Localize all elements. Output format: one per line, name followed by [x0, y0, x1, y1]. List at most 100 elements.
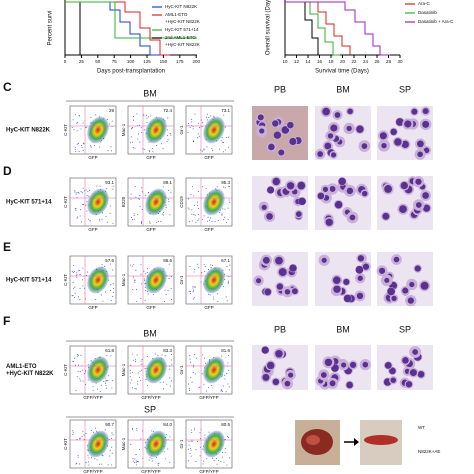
event-dot [86, 200, 88, 202]
event-dot [188, 291, 190, 293]
survival-right [284, 0, 400, 56]
event-dot [158, 462, 160, 464]
event-dot [135, 388, 137, 390]
event-dot [208, 269, 210, 271]
event-dot [77, 142, 79, 144]
event-dot [132, 458, 134, 460]
event-dot [150, 115, 152, 117]
event-dot [227, 383, 229, 385]
event-dot [227, 218, 229, 220]
event-dot [157, 354, 159, 356]
event-dot [164, 458, 166, 460]
density [87, 356, 109, 384]
event-dot [147, 116, 149, 118]
flow-plot: 29 C-KIT GFP [63, 105, 117, 160]
event-dot [77, 456, 79, 458]
event-dot [210, 266, 212, 268]
micrograph [252, 106, 308, 160]
event-dot [210, 115, 212, 117]
event-dot [188, 208, 190, 210]
event-dot [216, 463, 218, 465]
event-dot [193, 204, 195, 206]
event-dot [169, 436, 171, 438]
event-dot [79, 288, 81, 290]
event-dot [222, 390, 224, 392]
event-dot [199, 126, 201, 128]
event-dot [226, 300, 228, 302]
event-dot [87, 379, 89, 381]
flow-plot: 81.6 Gr-1 GFP/YFP [179, 345, 233, 400]
gate-value: 29 [109, 108, 115, 113]
nucleus [284, 289, 291, 295]
event-dot [77, 370, 79, 372]
nucleus [412, 349, 418, 355]
nucleus [349, 361, 357, 369]
x-axis-label: GFP [204, 227, 213, 232]
event-dot [192, 291, 194, 293]
event-dot [191, 213, 193, 215]
nucleus [407, 297, 414, 304]
micrograph [315, 345, 371, 390]
event-dot [77, 216, 79, 218]
event-dot [75, 207, 77, 209]
nucleus [329, 186, 336, 192]
nucleus [322, 107, 330, 116]
gate-value: 90.7 [105, 422, 114, 427]
event-dot [143, 129, 145, 131]
event-dot [210, 264, 212, 266]
event-dot [216, 186, 218, 188]
micrograph [377, 176, 433, 230]
event-dot [197, 122, 199, 124]
y-axis-label: Mac-1 [121, 437, 126, 450]
nucleus [261, 346, 269, 354]
event-dot [228, 369, 230, 371]
event-dot [92, 389, 94, 391]
nucleus [405, 381, 413, 388]
event-dot [206, 113, 208, 115]
event-dot [194, 286, 196, 288]
x-axis-label: GFP/YFP [141, 395, 160, 400]
event-dot [189, 290, 191, 292]
density [203, 430, 225, 458]
event-dot [133, 276, 135, 278]
event-dot [202, 448, 204, 450]
event-dot [85, 189, 87, 191]
event-dot [72, 430, 74, 432]
nucleus [275, 256, 283, 265]
event-dot [228, 199, 230, 201]
event-dot [76, 353, 78, 355]
image-header: SP [399, 324, 411, 334]
event-dot [198, 208, 200, 210]
event-dot [191, 440, 193, 442]
event-dot [109, 205, 111, 207]
event-dot [111, 120, 113, 122]
event-dot [133, 119, 135, 121]
gate-value: 86.6 [163, 258, 172, 263]
event-dot [82, 187, 84, 189]
event-dot [132, 288, 134, 290]
event-dot [170, 134, 172, 136]
event-dot [169, 214, 171, 216]
event-dot [199, 432, 201, 434]
x-tick-label: 24 [363, 59, 369, 64]
y-axis-label: C-KIT [63, 438, 68, 450]
y-axis-label: C-KIT [63, 124, 68, 136]
event-dot [228, 185, 230, 187]
event-dot [137, 198, 139, 200]
event-dot [112, 288, 114, 290]
event-dot [165, 204, 167, 206]
event-dot [134, 359, 136, 361]
event-dot [163, 214, 165, 216]
event-dot [94, 298, 96, 300]
x-tick-label: 30 [397, 59, 403, 64]
row-label: +HyC-KIT N822K [6, 371, 54, 377]
nucleus [399, 205, 407, 214]
density [87, 188, 109, 216]
image-header: SP [399, 84, 411, 94]
event-dot [82, 267, 84, 269]
event-dot [149, 457, 151, 459]
event-dot [212, 264, 214, 266]
nucleus [357, 255, 365, 262]
event-dot [163, 451, 165, 453]
